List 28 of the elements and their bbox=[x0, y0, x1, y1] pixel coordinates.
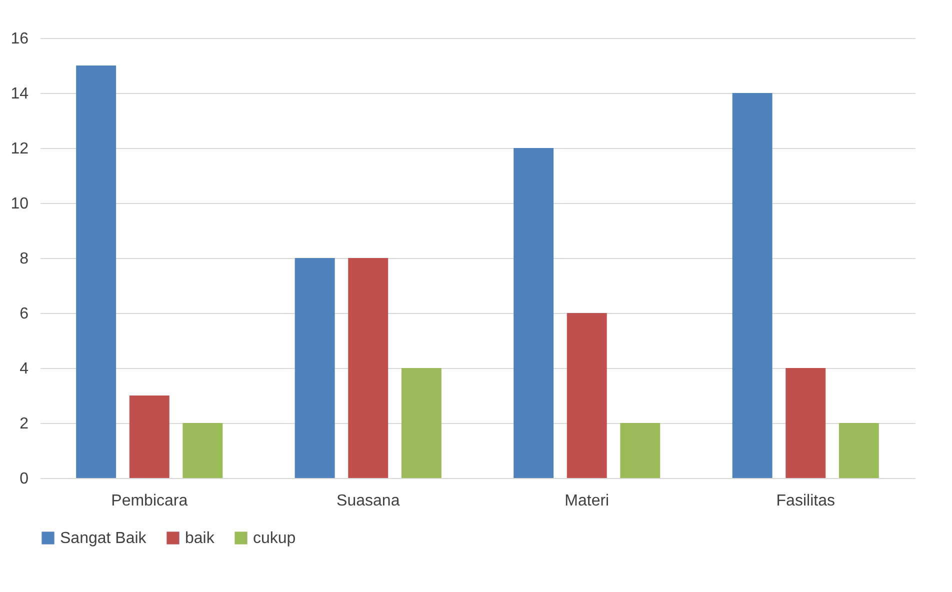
bar bbox=[294, 258, 335, 478]
y-tick-label: 4 bbox=[20, 360, 29, 378]
bar bbox=[566, 313, 607, 478]
bar bbox=[76, 66, 116, 478]
bar bbox=[348, 258, 388, 478]
x-tick-label: Fasilitas bbox=[776, 492, 835, 510]
y-tick-label: 16 bbox=[10, 30, 29, 48]
y-tick-label: 12 bbox=[10, 140, 29, 158]
legend-label: cukup bbox=[253, 530, 296, 547]
y-tick-label: 8 bbox=[20, 250, 29, 268]
y-tick-label: 2 bbox=[20, 416, 29, 432]
bar bbox=[129, 396, 170, 478]
x-tick-label: Pembicara bbox=[111, 492, 188, 510]
bar bbox=[514, 148, 554, 478]
bar bbox=[732, 93, 772, 478]
bar bbox=[620, 423, 660, 478]
legend-label: baik bbox=[185, 530, 216, 547]
y-tick-label: 0 bbox=[20, 470, 29, 488]
bar bbox=[786, 368, 826, 478]
bar bbox=[401, 368, 442, 478]
y-tick-label: 10 bbox=[10, 196, 29, 212]
bar bbox=[838, 423, 879, 478]
y-tick-label: 14 bbox=[10, 86, 29, 102]
legend-label: Sangat Baik bbox=[60, 530, 148, 547]
bar bbox=[182, 423, 223, 478]
x-tick-label: Materi bbox=[564, 492, 610, 510]
y-tick-label: 6 bbox=[20, 306, 29, 322]
x-tick-label: Suasana bbox=[336, 492, 400, 510]
